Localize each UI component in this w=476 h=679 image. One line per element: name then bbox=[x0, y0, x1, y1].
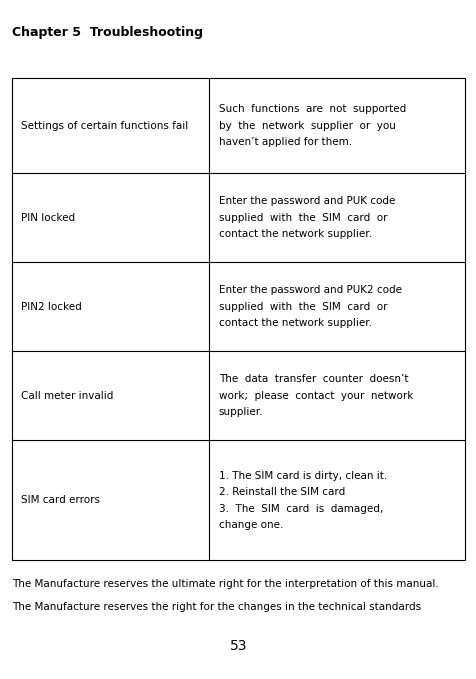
Text: by  the  network  supplier  or  you: by the network supplier or you bbox=[218, 121, 395, 130]
Text: Enter the password and PUK code: Enter the password and PUK code bbox=[218, 196, 394, 206]
Text: contact the network supplier.: contact the network supplier. bbox=[218, 318, 371, 329]
Text: Chapter 5  Troubleshooting: Chapter 5 Troubleshooting bbox=[12, 26, 202, 39]
Text: PIN locked: PIN locked bbox=[20, 213, 74, 223]
Text: The  data  transfer  counter  doesn’t: The data transfer counter doesn’t bbox=[218, 374, 407, 384]
Text: Call meter invalid: Call meter invalid bbox=[20, 391, 113, 401]
Text: The Manufacture reserves the right for the changes in the technical standards: The Manufacture reserves the right for t… bbox=[12, 602, 420, 612]
Text: work;  please  contact  your  network: work; please contact your network bbox=[218, 391, 412, 401]
Text: haven’t applied for them.: haven’t applied for them. bbox=[218, 137, 351, 147]
Text: PIN2 locked: PIN2 locked bbox=[20, 302, 81, 312]
Bar bbox=[12, 78, 464, 560]
Text: SIM card errors: SIM card errors bbox=[20, 495, 99, 505]
Text: Settings of certain functions fail: Settings of certain functions fail bbox=[20, 121, 188, 130]
Text: 2. Reinstall the SIM card: 2. Reinstall the SIM card bbox=[218, 487, 344, 497]
Text: change one.: change one. bbox=[218, 520, 282, 530]
Text: supplied  with  the  SIM  card  or: supplied with the SIM card or bbox=[218, 302, 386, 312]
Text: The Manufacture reserves the ultimate right for the interpretation of this manua: The Manufacture reserves the ultimate ri… bbox=[12, 579, 438, 589]
Text: 3.  The  SIM  card  is  damaged,: 3. The SIM card is damaged, bbox=[218, 504, 382, 513]
Text: Enter the password and PUK2 code: Enter the password and PUK2 code bbox=[218, 285, 401, 295]
Text: 1. The SIM card is dirty, clean it.: 1. The SIM card is dirty, clean it. bbox=[218, 471, 386, 481]
Text: supplied  with  the  SIM  card  or: supplied with the SIM card or bbox=[218, 213, 386, 223]
Text: supplier.: supplier. bbox=[218, 407, 263, 418]
Text: contact the network supplier.: contact the network supplier. bbox=[218, 230, 371, 239]
Text: Such  functions  are  not  supported: Such functions are not supported bbox=[218, 104, 405, 114]
Text: 53: 53 bbox=[229, 639, 247, 653]
